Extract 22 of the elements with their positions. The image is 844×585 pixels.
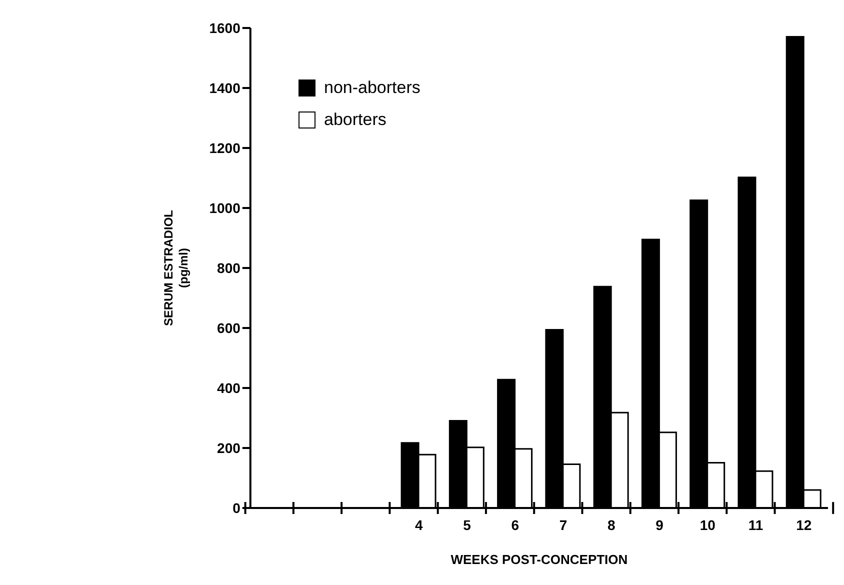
y-tick-label: 1000 bbox=[209, 200, 241, 216]
x-tick-label: 5 bbox=[463, 517, 472, 533]
x-axis-title: WEEKS POST-CONCEPTION bbox=[450, 552, 628, 567]
y-tick-label: 600 bbox=[217, 320, 241, 336]
x-tick-label: 8 bbox=[608, 517, 616, 533]
y-tick-label: 200 bbox=[217, 440, 241, 456]
x-tick-label: 6 bbox=[511, 517, 520, 533]
y-tick-label: 400 bbox=[217, 380, 241, 396]
x-tick-label: 4 bbox=[414, 517, 423, 533]
x-tick-label: 12 bbox=[796, 517, 812, 533]
x-tick-label: 7 bbox=[559, 517, 568, 533]
legend-label: non-aborters bbox=[324, 78, 420, 98]
y-tick-label: 1200 bbox=[209, 140, 241, 156]
y-tick-label: 800 bbox=[217, 260, 241, 276]
y-tick-label: 1400 bbox=[209, 80, 241, 96]
x-tick-label: 10 bbox=[700, 517, 716, 533]
legend-label: aborters bbox=[324, 110, 386, 130]
y-axis-title: SERUM ESTRADIOL (pg/ml) bbox=[161, 210, 190, 326]
x-tick-label: 9 bbox=[656, 517, 664, 533]
y-tick-label: 0 bbox=[232, 500, 241, 516]
y-tick-label: 1600 bbox=[209, 20, 241, 36]
x-tick-label: 11 bbox=[748, 517, 764, 533]
